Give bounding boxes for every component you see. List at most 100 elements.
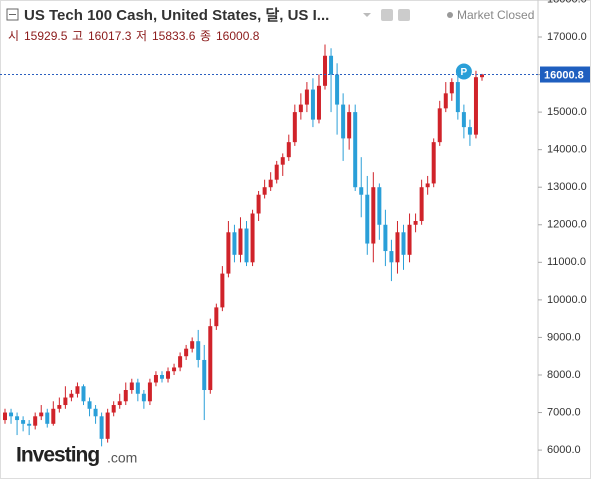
candle-body [401, 232, 406, 255]
dropdown-arrow[interactable] [363, 13, 371, 17]
candle-body [292, 112, 297, 143]
candle-body [196, 341, 201, 360]
candle-body [316, 85, 321, 120]
price-tag-label: 16000.8 [544, 69, 584, 81]
candle-body [105, 412, 110, 439]
candle-body [184, 348, 189, 357]
candle-body [419, 187, 424, 222]
settings-icon[interactable] [398, 9, 410, 21]
candle-body [208, 326, 213, 391]
candle-body [9, 412, 14, 417]
y-tick-label: 13000.0 [547, 181, 587, 193]
candle-body [238, 228, 243, 255]
candle-body [323, 55, 328, 86]
candle-body [190, 341, 195, 349]
candle-body [407, 224, 412, 255]
candle-body [226, 232, 231, 274]
candle-body [304, 89, 309, 105]
candle-body [129, 382, 134, 391]
candle-body [141, 393, 146, 402]
candle-body [335, 74, 340, 105]
candle-body [365, 194, 370, 244]
candle-body [87, 401, 92, 409]
candle-body [286, 142, 291, 158]
y-tick-label: 12000.0 [547, 219, 587, 231]
candle-body [377, 187, 382, 225]
candle-body [431, 142, 436, 184]
candle-body [413, 221, 418, 225]
y-tick-label: 18000.0 [547, 0, 587, 5]
ohlc-value: 16017.3 [88, 29, 132, 43]
y-tick-label: 7000.0 [547, 406, 581, 418]
candle-body [166, 371, 171, 379]
candle-body [262, 187, 267, 195]
candle-body [75, 386, 80, 394]
candle-body [425, 183, 430, 188]
candle-body [69, 393, 74, 398]
y-tick-label: 10000.0 [547, 294, 587, 306]
y-tick-label: 6000.0 [547, 444, 581, 456]
candle-body [135, 382, 140, 394]
candle-body [57, 405, 62, 409]
candle-body [268, 179, 273, 188]
watermark: Investing [16, 444, 99, 467]
candle-body [480, 74, 484, 78]
candle-body [443, 93, 448, 109]
candle-body [178, 356, 183, 368]
candle-body [159, 374, 164, 379]
watermark-suffix: .com [107, 450, 137, 466]
candle-body [353, 112, 358, 188]
candle-body [473, 77, 478, 135]
candle-body [371, 187, 376, 244]
candle-body [389, 251, 394, 263]
status-dot [447, 12, 453, 18]
collapse-icon[interactable] [6, 8, 19, 21]
candle-body [274, 164, 279, 180]
chart-title: US Tech 100 Cash, United States, 달, US I… [24, 6, 329, 24]
candle-body [202, 359, 207, 391]
candle-body [347, 112, 352, 139]
candle-body [45, 412, 50, 424]
ohlc-value: 15929.5 [24, 29, 68, 43]
candle-body [33, 416, 38, 426]
candle-body [21, 420, 26, 424]
candle-body [15, 416, 20, 421]
marker-label: P [461, 67, 468, 78]
candle-body [99, 416, 104, 439]
marker-circle [455, 63, 472, 80]
candle-body [359, 187, 364, 195]
price-tag [540, 66, 590, 83]
candle-body [172, 367, 177, 372]
candle-body [147, 382, 152, 402]
eye-icon[interactable] [381, 9, 393, 21]
candle-body [214, 307, 219, 327]
candle-body [27, 423, 32, 426]
y-tick-label: 17000.0 [547, 31, 587, 43]
candle-body [111, 405, 116, 413]
candle-body [310, 89, 315, 120]
candle-body [220, 273, 225, 308]
candle-body [39, 412, 44, 417]
candle-body [455, 82, 460, 113]
candle-body [329, 55, 334, 75]
candle-body [437, 108, 442, 143]
candle-body [256, 194, 261, 214]
candle-body [123, 390, 128, 402]
y-tick-label: 8000.0 [547, 369, 581, 381]
candle-body [250, 213, 255, 263]
ohlc-value: 15833.6 [152, 29, 196, 43]
y-tick-label: 11000.0 [547, 256, 586, 268]
candle-body [341, 104, 346, 139]
candle-body [461, 112, 466, 128]
y-tick-label: 15000.0 [547, 106, 587, 118]
y-tick-label: 14000.0 [547, 144, 587, 156]
candle-body [298, 104, 303, 113]
candle-body [51, 408, 56, 424]
y-tick-label: 9000.0 [547, 331, 581, 343]
candle-body [63, 397, 68, 406]
candle-body [280, 157, 285, 165]
candle-body [117, 401, 122, 406]
candle-body [244, 228, 249, 263]
